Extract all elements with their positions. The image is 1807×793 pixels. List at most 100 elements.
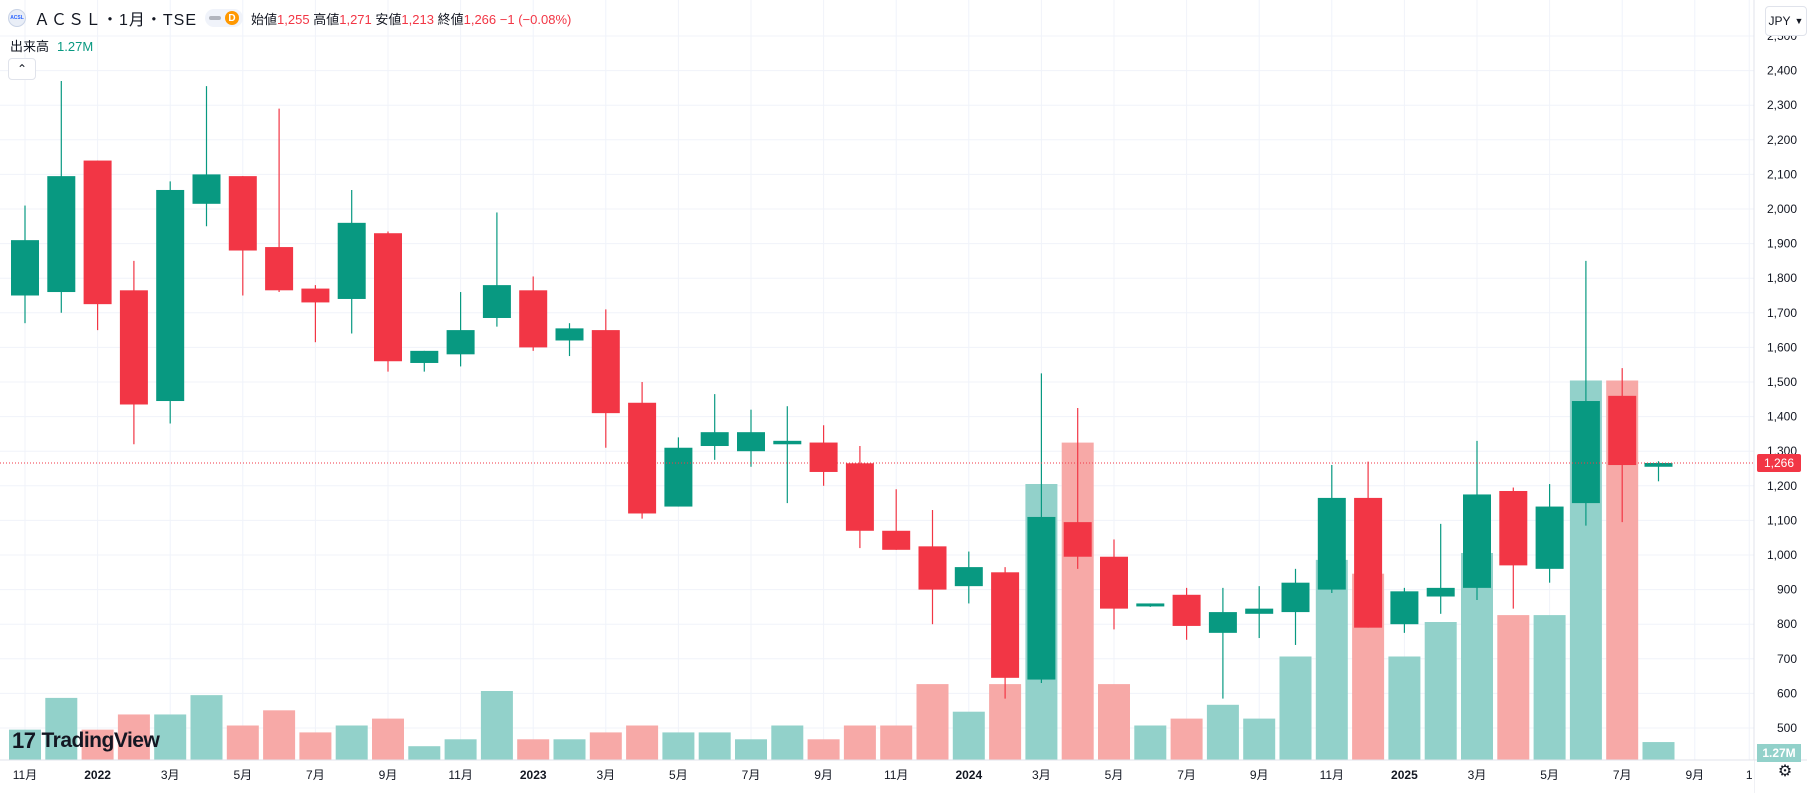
- y-tick-label: 900: [1777, 583, 1797, 597]
- eye-icon[interactable]: [209, 16, 222, 20]
- gear-icon[interactable]: ⚙: [1777, 763, 1793, 780]
- y-tick-label: 1,400: [1767, 410, 1797, 424]
- x-tick-label: 7月: [742, 768, 761, 782]
- y-tick-label: 1,100: [1767, 513, 1797, 527]
- chevron-down-icon: ▼: [1794, 16, 1804, 26]
- candle-body: [1571, 401, 1600, 504]
- y-tick-label: 1,800: [1767, 271, 1797, 285]
- volume-bar: [335, 725, 368, 760]
- volume-bar: [553, 739, 586, 760]
- volume-bar: [45, 697, 78, 760]
- volume-bar: [1533, 615, 1566, 760]
- y-tick-label: 1,600: [1767, 340, 1797, 354]
- x-tick-label: 7月: [1177, 768, 1196, 782]
- y-tick-label: 1,200: [1767, 479, 1797, 493]
- candle-body: [1608, 395, 1637, 466]
- candle-body: [1390, 591, 1419, 625]
- candle-body: [845, 463, 874, 531]
- close-label: 終値: [437, 11, 464, 27]
- x-tick-label: 9月: [379, 768, 398, 782]
- currency-selector[interactable]: JPY ▼: [1765, 6, 1807, 36]
- volume-bar: [880, 725, 913, 760]
- y-tick-label: 600: [1777, 686, 1797, 700]
- candle-body: [1063, 522, 1092, 557]
- candle-body: [446, 330, 475, 355]
- candle-body: [519, 290, 548, 348]
- candle-body: [555, 328, 584, 341]
- candle-body: [265, 247, 294, 291]
- data-status-icon: D: [225, 11, 240, 25]
- y-tick-label: 1,500: [1767, 375, 1797, 389]
- candle-body: [991, 572, 1020, 678]
- volume-bar: [517, 739, 550, 760]
- candle-body: [1463, 494, 1491, 588]
- volume-bar: [807, 739, 840, 760]
- y-tick-label: 1,900: [1767, 237, 1797, 251]
- time-axis: [0, 760, 1754, 793]
- symbol-title[interactable]: ＡＣＳＬ・1月・TSE: [34, 12, 198, 29]
- x-tick-label: 5月: [1540, 768, 1559, 782]
- y-tick-label: 2,000: [1767, 202, 1797, 216]
- x-tick-label: 3月: [596, 768, 615, 782]
- volume-value: 1.27M: [57, 39, 94, 54]
- x-tick-label: 2023: [520, 768, 547, 782]
- volume-bar: [1134, 725, 1167, 760]
- volume-bar: [1642, 742, 1675, 760]
- candle-body: [1317, 497, 1346, 590]
- volume-bar: [154, 714, 187, 760]
- volume-bar: [589, 732, 622, 760]
- candle-body: [591, 330, 620, 414]
- volume-bar: [9, 729, 41, 760]
- volume-bar: [444, 739, 477, 760]
- volume-bar: [1243, 718, 1276, 760]
- candle-body: [1499, 490, 1528, 566]
- y-tick-label: 2,100: [1767, 167, 1797, 181]
- y-tick-label: 2,200: [1767, 133, 1797, 147]
- x-tick-label: 3月: [1032, 768, 1051, 782]
- candle-body: [1644, 462, 1673, 467]
- open-label: 始値: [251, 11, 278, 27]
- volume-tag-label: 1.27M: [1762, 746, 1795, 760]
- interval-badge[interactable]: D: [205, 9, 244, 27]
- volume-bar: [81, 729, 114, 760]
- ohlc-readout: 始値1,255 高値1,271 安値1,213 終値1,266 −1 (−0.0…: [251, 9, 571, 28]
- collapse-legend-button[interactable]: ⌃: [8, 58, 36, 80]
- x-tick-label: 2024: [955, 768, 982, 782]
- candle-body: [1208, 612, 1237, 633]
- volume-bar: [843, 725, 876, 760]
- x-tick-label: 5月: [1105, 768, 1124, 782]
- volume-bar: [1206, 704, 1239, 760]
- volume-bar: [916, 684, 949, 760]
- volume-bar: [1279, 656, 1312, 760]
- x-tick-label: 3月: [1468, 768, 1487, 782]
- volume-bar: [1098, 684, 1130, 760]
- candle-body: [228, 176, 257, 251]
- volume-bar: [299, 732, 332, 760]
- last-price-tag: [1757, 453, 1801, 472]
- candle-body: [773, 440, 802, 445]
- candle-body: [1136, 603, 1165, 607]
- candle-body: [1172, 594, 1201, 626]
- tradingview-logo: 17 TradingView: [12, 728, 160, 754]
- low-value: 1,213: [401, 11, 434, 27]
- volume-bar: [1497, 615, 1530, 760]
- volume-bar: [698, 732, 731, 760]
- close-value: 1,266: [463, 11, 497, 27]
- candle-body: [119, 290, 148, 405]
- volume-bar: [372, 718, 404, 760]
- volume-bar: [626, 725, 659, 760]
- symbol-logo-icon: ACSL: [8, 9, 26, 27]
- x-tick-label: 9月: [1250, 768, 1269, 782]
- candle-body: [1100, 556, 1128, 609]
- x-tick-label: 9月: [814, 768, 833, 782]
- candle-body: [83, 160, 112, 305]
- y-tick-label: 500: [1777, 721, 1797, 735]
- volume-label: 出来高: [10, 39, 50, 54]
- chevron-up-icon: ⌃: [16, 62, 28, 76]
- volume-bar: [480, 691, 513, 760]
- volume-bar: [952, 711, 985, 760]
- y-tick-label: 2,400: [1767, 64, 1797, 78]
- candle-body: [918, 546, 947, 590]
- candle-body: [482, 285, 511, 318]
